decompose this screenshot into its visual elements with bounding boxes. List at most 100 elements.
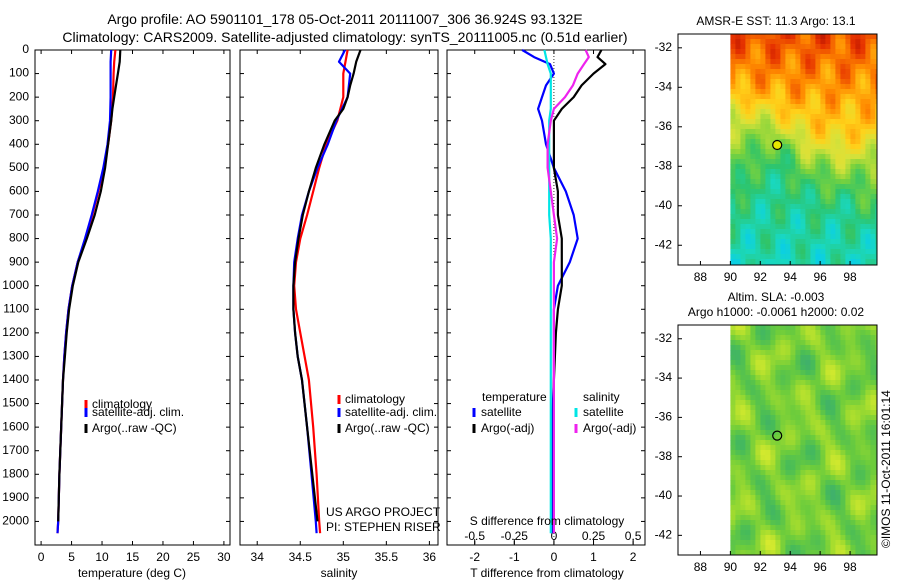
heatmap-cell [840, 340, 846, 346]
heatmap-cell [830, 450, 836, 456]
heatmap-cell [775, 530, 781, 536]
heatmap-cell [800, 54, 806, 60]
heatmap-cell [875, 375, 878, 381]
heatmap-cell [775, 179, 781, 185]
heatmap-cell [820, 335, 826, 341]
heatmap-cell [780, 239, 786, 245]
heatmap-cell [795, 510, 801, 516]
heatmap-cell [800, 189, 806, 195]
depth-tick-label: 1400 [2, 372, 29, 386]
s-diff-tick-label: -0.25 [501, 529, 529, 543]
heatmap-cell [760, 214, 766, 220]
heatmap-cell [785, 520, 791, 526]
heatmap-cell [810, 480, 816, 486]
heatmap-cell [830, 139, 836, 145]
heatmap-cell [755, 375, 761, 381]
heatmap-cell [850, 34, 856, 40]
heatmap-cell [865, 390, 871, 396]
heatmap-cell [790, 114, 796, 120]
heatmap-cell [875, 174, 878, 180]
heatmap-cell [865, 254, 871, 260]
heatmap-cell [830, 259, 836, 265]
heatmap-cell [755, 500, 761, 506]
heatmap-cell [805, 179, 811, 185]
heatmap-cell [795, 134, 801, 140]
heatmap-cell [800, 340, 806, 346]
heatmap-cell [735, 254, 741, 260]
heatmap-cell [740, 224, 746, 230]
heatmap-cell [790, 365, 796, 371]
heatmap-cell [750, 199, 756, 205]
heatmap-cell [830, 495, 836, 501]
heatmap-cell [795, 515, 801, 521]
heatmap-cell [840, 139, 846, 145]
heatmap-cell [840, 154, 846, 160]
heatmap-cell [775, 505, 781, 511]
heatmap-cell [755, 184, 761, 190]
heatmap-cell [820, 84, 826, 90]
heatmap-cell [770, 204, 776, 210]
heatmap-cell [875, 495, 878, 501]
heatmap-cell [830, 44, 836, 50]
heatmap-cell [735, 465, 741, 471]
heatmap-cell [760, 184, 766, 190]
heatmap-cell [810, 179, 816, 185]
heatmap-cell [840, 370, 846, 376]
heatmap-cell [815, 525, 821, 531]
s-difference-label: S difference from climatology [470, 514, 625, 528]
heatmap-cell [795, 470, 801, 476]
sla-map-panel: Altim. SLA: -0.003 Argo h1000: -0.0061 h… [655, 290, 878, 574]
heatmap-cell [830, 380, 836, 386]
heatmap-cell [825, 545, 831, 551]
heatmap-cell [850, 545, 856, 551]
heatmap-cell [760, 209, 766, 215]
heatmap-cell [865, 375, 871, 381]
heatmap-cell [730, 370, 736, 376]
heatmap-cell [770, 395, 776, 401]
heatmap-cell [735, 189, 741, 195]
heatmap-cell [740, 385, 746, 391]
heatmap-cell [795, 169, 801, 175]
heatmap-cell [820, 74, 826, 80]
heatmap-cell [840, 395, 846, 401]
heatmap-cell [755, 505, 761, 511]
heatmap-cell [810, 545, 816, 551]
heatmap-cell [760, 194, 766, 200]
heatmap-cell [825, 99, 831, 105]
heatmap-cell [785, 84, 791, 90]
heatmap-cell [750, 410, 756, 416]
heatmap-cell [760, 49, 766, 55]
heatmap-cell [870, 420, 876, 426]
heatmap-cell [755, 460, 761, 466]
heatmap-cell [775, 44, 781, 50]
heatmap-cell [795, 99, 801, 105]
heatmap-cell [745, 119, 751, 125]
heatmap-cell [820, 420, 826, 426]
heatmap-cell [820, 465, 826, 471]
heatmap-cell [840, 124, 846, 130]
heatmap-cell [730, 109, 736, 115]
heatmap-cell [810, 550, 816, 556]
heatmap-cell [855, 540, 861, 546]
heatmap-cell [860, 149, 866, 155]
heatmap-cell [845, 340, 851, 346]
heatmap-cell [765, 134, 771, 140]
heatmap-cell [750, 214, 756, 220]
heatmap-cell [750, 355, 756, 361]
heatmap-cell [750, 420, 756, 426]
heatmap-cell [765, 335, 771, 341]
heatmap-cell [805, 224, 811, 230]
heatmap-cell [775, 224, 781, 230]
heatmap-cell [825, 209, 831, 215]
heatmap-cell [780, 234, 786, 240]
heatmap-cell [850, 325, 856, 331]
heatmap-cell [760, 79, 766, 85]
heatmap-cell [755, 435, 761, 441]
heatmap-cell [845, 515, 851, 521]
heatmap-cell [785, 239, 791, 245]
heatmap-cell [835, 254, 841, 260]
heatmap-cell [810, 390, 816, 396]
heatmap-cell [760, 485, 766, 491]
heatmap-cell [820, 455, 826, 461]
heatmap-cell [780, 480, 786, 486]
